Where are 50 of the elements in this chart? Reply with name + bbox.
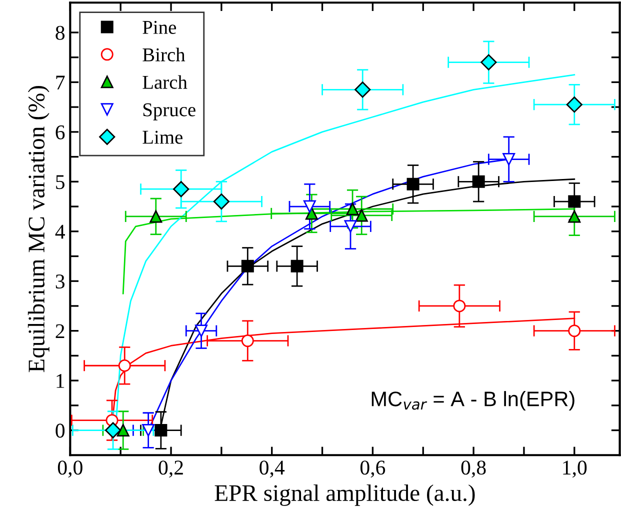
- y-tick-label: 1: [56, 374, 64, 388]
- x-tick-label: 0,8: [461, 460, 486, 478]
- y-tick-label: 7: [56, 76, 65, 90]
- point: [344, 220, 357, 233]
- x-tick-label: 1,0: [563, 460, 587, 478]
- point: [406, 178, 420, 190]
- point: [568, 195, 581, 208]
- legend-label: Pine: [142, 20, 176, 34]
- point: [104, 422, 122, 438]
- y-tick-label: 4: [55, 224, 65, 239]
- point: [150, 210, 162, 223]
- legend-label: Lime: [142, 130, 182, 144]
- y-tick-label: 6: [56, 125, 65, 140]
- point: [213, 193, 230, 210]
- point: [568, 324, 581, 338]
- point: [472, 175, 485, 188]
- annotation: MC$_{var}$ = A - B ln(EPR): [372, 391, 574, 410]
- point: [355, 209, 368, 222]
- x-tick-label: 0,0: [58, 460, 82, 478]
- legend-label: Birch: [142, 48, 186, 62]
- point: [118, 359, 131, 372]
- x-tick-label: 0,4: [260, 460, 285, 478]
- x-tick-label: 0,6: [360, 460, 386, 478]
- point: [566, 96, 582, 113]
- point: [453, 300, 466, 312]
- point: [142, 424, 155, 437]
- y-tick-label: 8: [56, 26, 65, 40]
- x-axis-title: EPR signal amplitude (a.u.): [214, 484, 475, 506]
- point: [480, 54, 497, 70]
- point: [195, 324, 208, 338]
- point: [305, 207, 318, 220]
- point: [290, 260, 304, 272]
- x-tick-label: 0,2: [158, 460, 183, 478]
- point: [568, 210, 581, 223]
- point: [303, 200, 316, 213]
- y-tick-label: 2: [56, 324, 64, 338]
- point: [116, 424, 130, 437]
- point: [241, 334, 254, 348]
- y-tick-label: 5: [56, 175, 64, 190]
- point: [173, 181, 190, 198]
- point: [241, 260, 254, 272]
- legend-label: Spruce: [143, 103, 196, 120]
- point: [502, 153, 516, 166]
- point: [354, 82, 371, 98]
- point: [346, 202, 359, 216]
- y-tick-label: 3: [56, 274, 64, 289]
- legend-label: Larch: [142, 75, 188, 89]
- y-tick-label: 0: [56, 424, 65, 438]
- point: [154, 424, 168, 437]
- y-axis-title: Equilibrium MC variation (%): [28, 86, 50, 372]
